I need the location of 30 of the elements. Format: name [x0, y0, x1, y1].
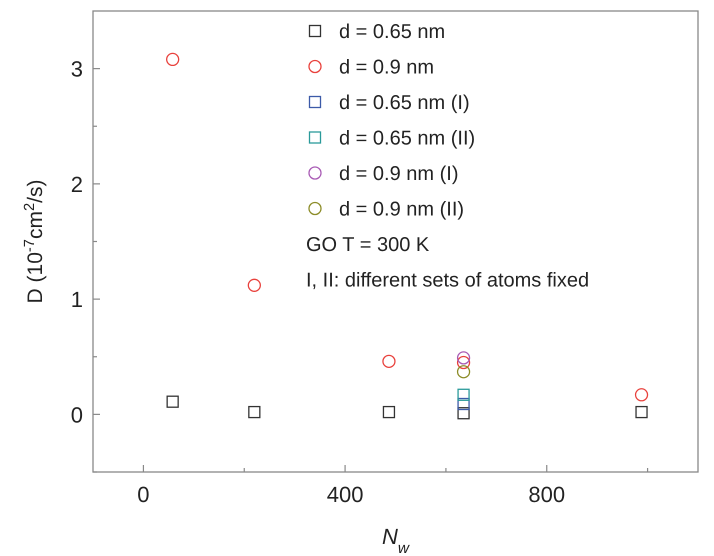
point — [248, 278, 261, 292]
point — [456, 351, 470, 365]
x-tick-label: 400 — [326, 482, 364, 507]
point — [457, 398, 470, 410]
x-tick-label: 800 — [528, 482, 566, 507]
legend-label: d = 0.9 nm (I) — [339, 163, 458, 185]
point — [457, 407, 470, 420]
point — [456, 356, 470, 370]
point — [248, 406, 260, 418]
y-tick-label: 2 — [70, 172, 83, 197]
point — [456, 365, 470, 378]
point — [635, 406, 648, 418]
legend-label: d = 0.65 nm (I) — [339, 92, 470, 114]
legend-label: d = 0.9 nm — [339, 56, 434, 78]
annotation: GO T = 300 K — [306, 234, 430, 256]
x-tick-label: 0 — [137, 482, 150, 507]
y-tick-label: 1 — [70, 287, 83, 312]
y-tick-label: 3 — [70, 56, 83, 82]
legend-label: d = 0.65 nm (II) — [339, 128, 476, 150]
point — [382, 406, 396, 418]
legend-label: d = 0.65 nm — [339, 21, 446, 43]
point — [634, 388, 648, 402]
x-axis-title: N$_{w}$ — [382, 524, 410, 556]
point — [166, 396, 179, 408]
point — [457, 388, 470, 401]
annotation: I, II: different sets of atoms fixed — [306, 270, 590, 292]
y-tick-label: 0 — [70, 402, 83, 428]
point — [166, 52, 180, 66]
legend-label: d = 0.9 nm (II) — [339, 198, 464, 220]
point — [382, 354, 396, 368]
